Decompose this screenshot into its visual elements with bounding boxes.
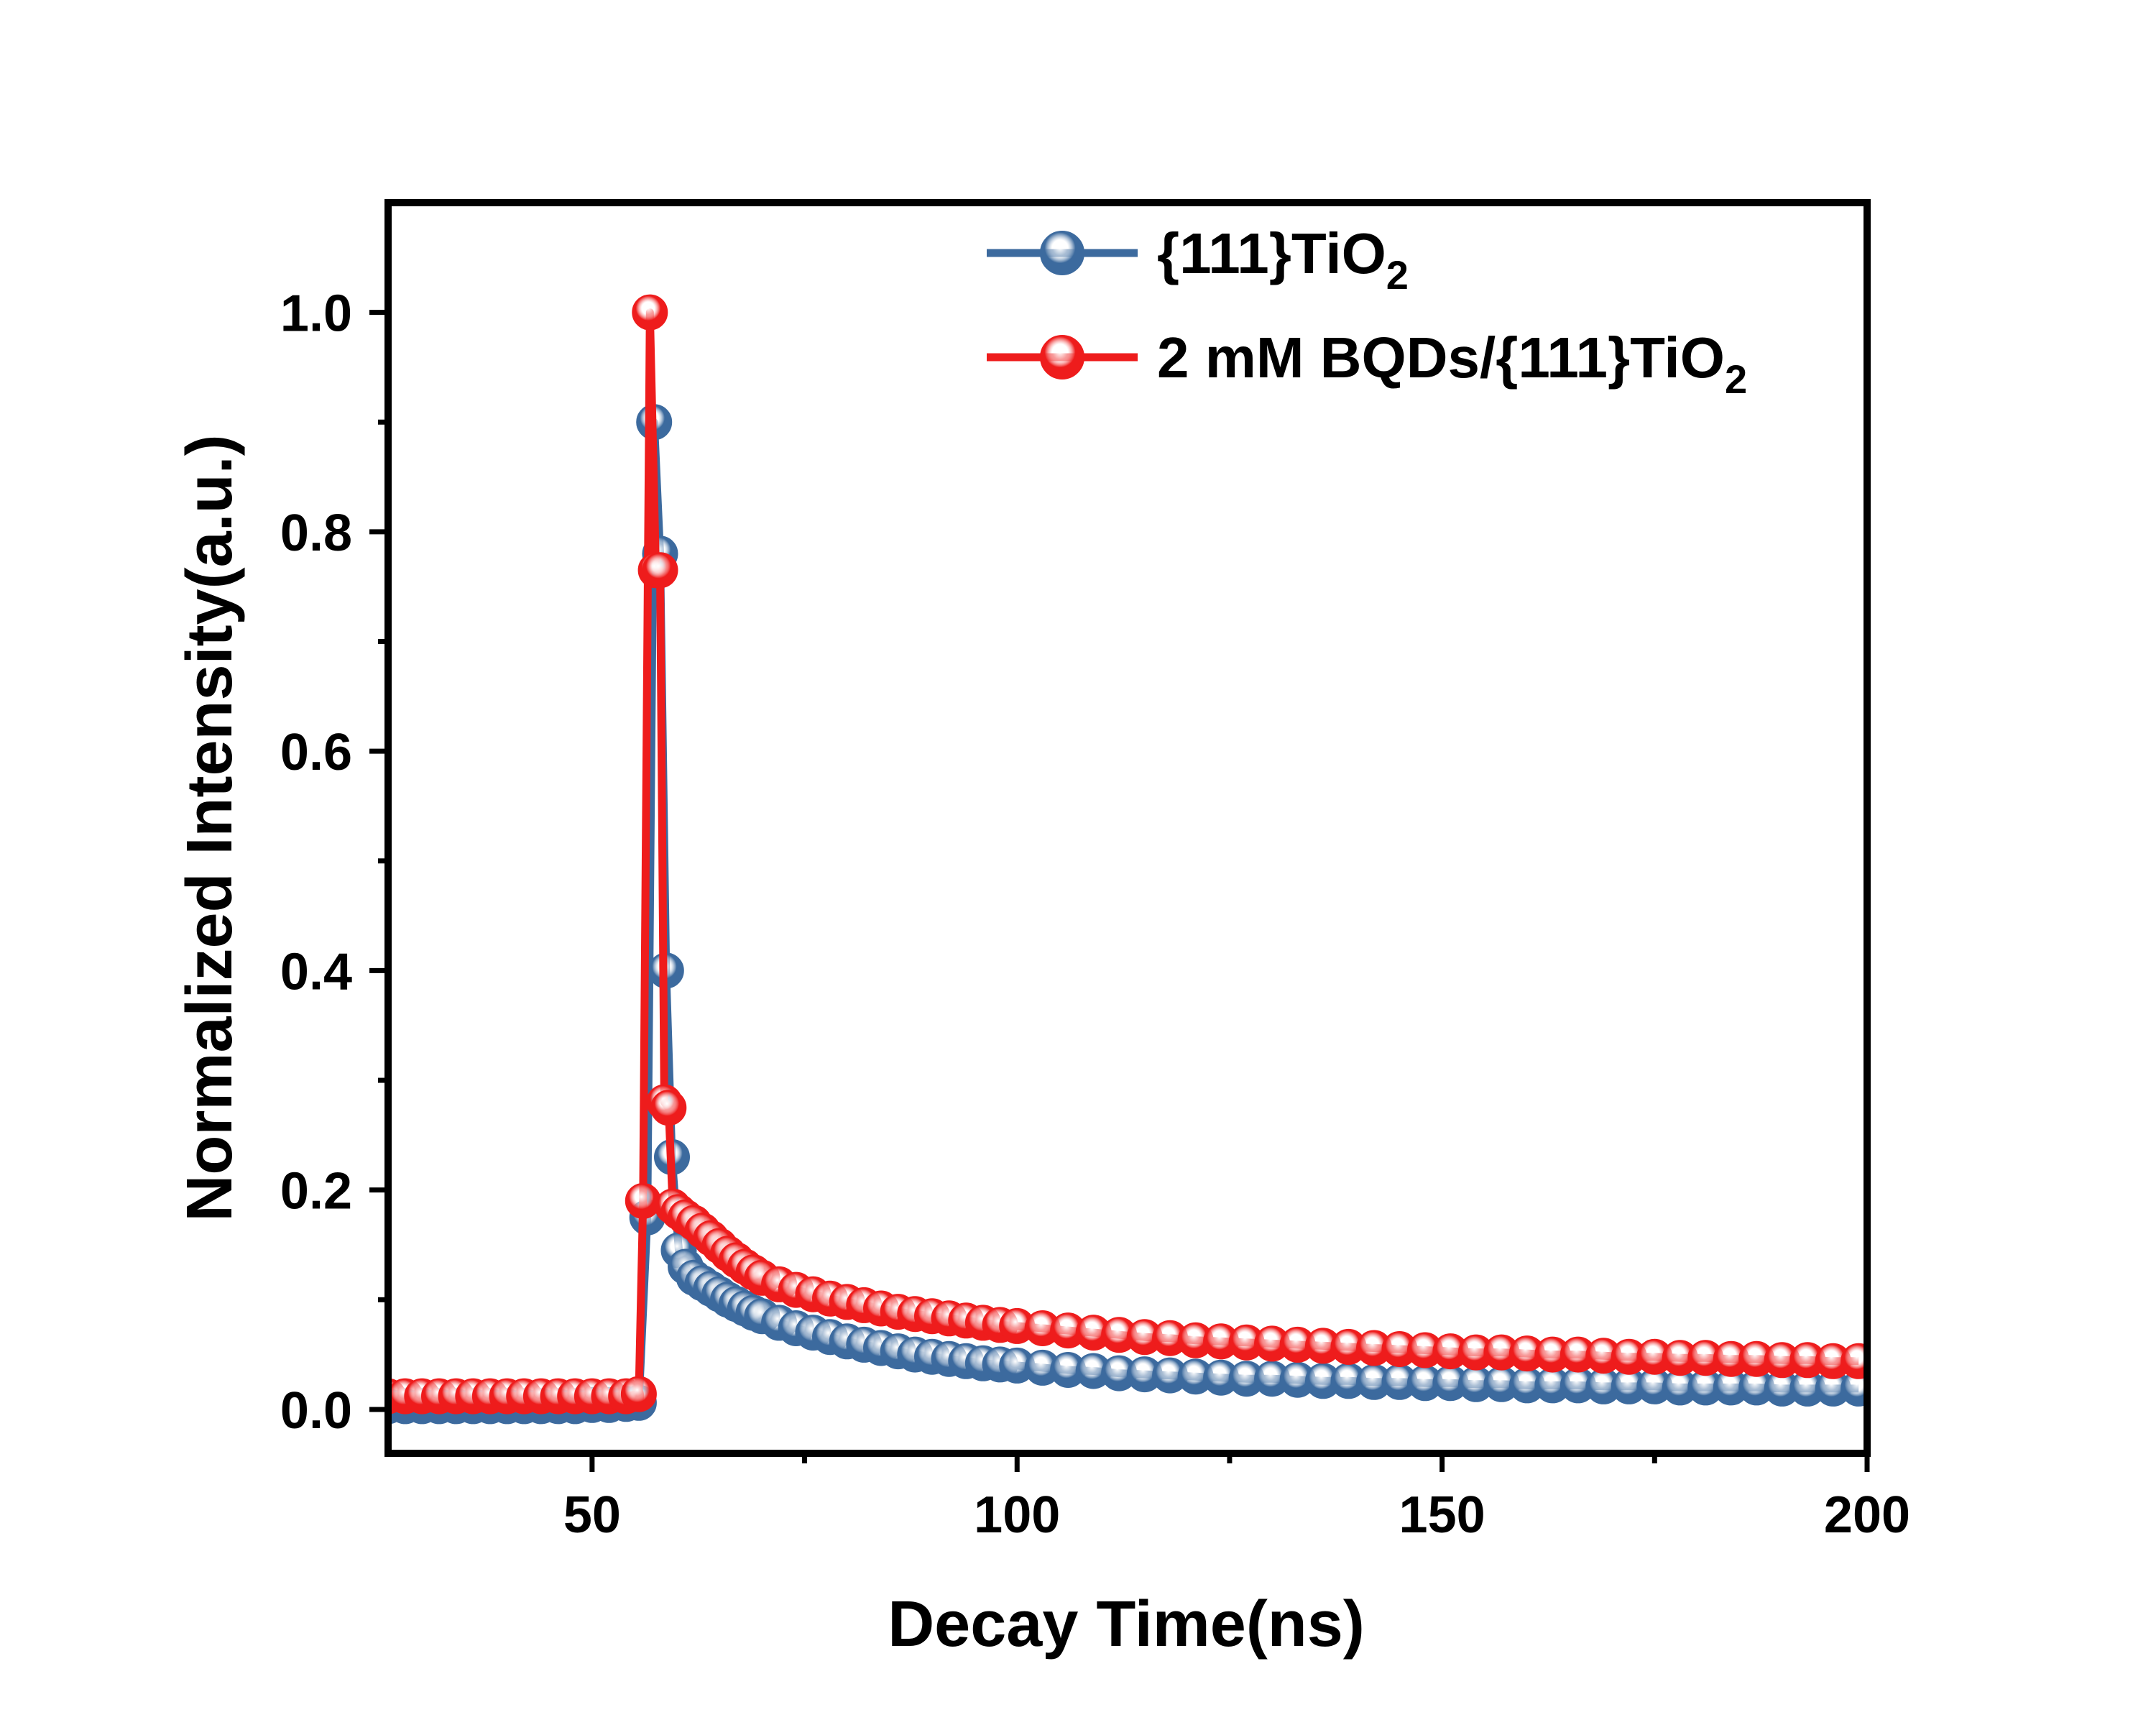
legend-entry-0: {111}TiO2 bbox=[987, 221, 1409, 298]
data-point bbox=[650, 1090, 687, 1126]
x-tick-label: 150 bbox=[1399, 1486, 1485, 1544]
plot-frame bbox=[384, 199, 1871, 1457]
x-tick-label: 50 bbox=[563, 1486, 621, 1544]
series-line bbox=[388, 308, 1859, 1401]
x-axis-label: Decay Time(ns) bbox=[888, 1588, 1365, 1660]
data-point bbox=[632, 294, 668, 331]
legend-label: {111}TiO2 bbox=[1157, 221, 1409, 298]
x-tick-label: 100 bbox=[974, 1486, 1060, 1544]
legend-marker bbox=[1040, 335, 1084, 380]
y-tick-label: 0.8 bbox=[280, 505, 352, 562]
data-point bbox=[620, 1376, 657, 1412]
legend-entry-1: 2 mM BQDs/{111}TiO2 bbox=[987, 326, 1747, 402]
y-axis-label: Normalized Intensity(a.u.) bbox=[174, 434, 246, 1221]
axes: 50 100 150 200 0.0 0.2 0.4 0.6 0.8 1.0 bbox=[280, 199, 1910, 1544]
data-point bbox=[1841, 1343, 1867, 1379]
series-1 bbox=[388, 294, 1867, 1414]
series-line bbox=[388, 418, 1859, 1410]
y-tick-label: 0.4 bbox=[280, 943, 352, 1000]
plot-area bbox=[388, 294, 1867, 1425]
y-tick-label: 1.0 bbox=[280, 285, 352, 343]
y-tick-label: 0.6 bbox=[280, 724, 352, 781]
data-point bbox=[625, 1182, 661, 1219]
legend-label: 2 mM BQDs/{111}TiO2 bbox=[1157, 326, 1747, 402]
series-0 bbox=[388, 404, 1867, 1425]
legend-marker bbox=[1040, 231, 1084, 275]
legend: {111}TiO2 2 mM BQDs/{111}TiO2 bbox=[987, 221, 1747, 402]
data-point bbox=[642, 552, 678, 589]
y-tick-label: 0.2 bbox=[280, 1163, 352, 1220]
x-tick-label: 200 bbox=[1824, 1486, 1910, 1544]
y-tick-label: 0.0 bbox=[280, 1382, 352, 1440]
